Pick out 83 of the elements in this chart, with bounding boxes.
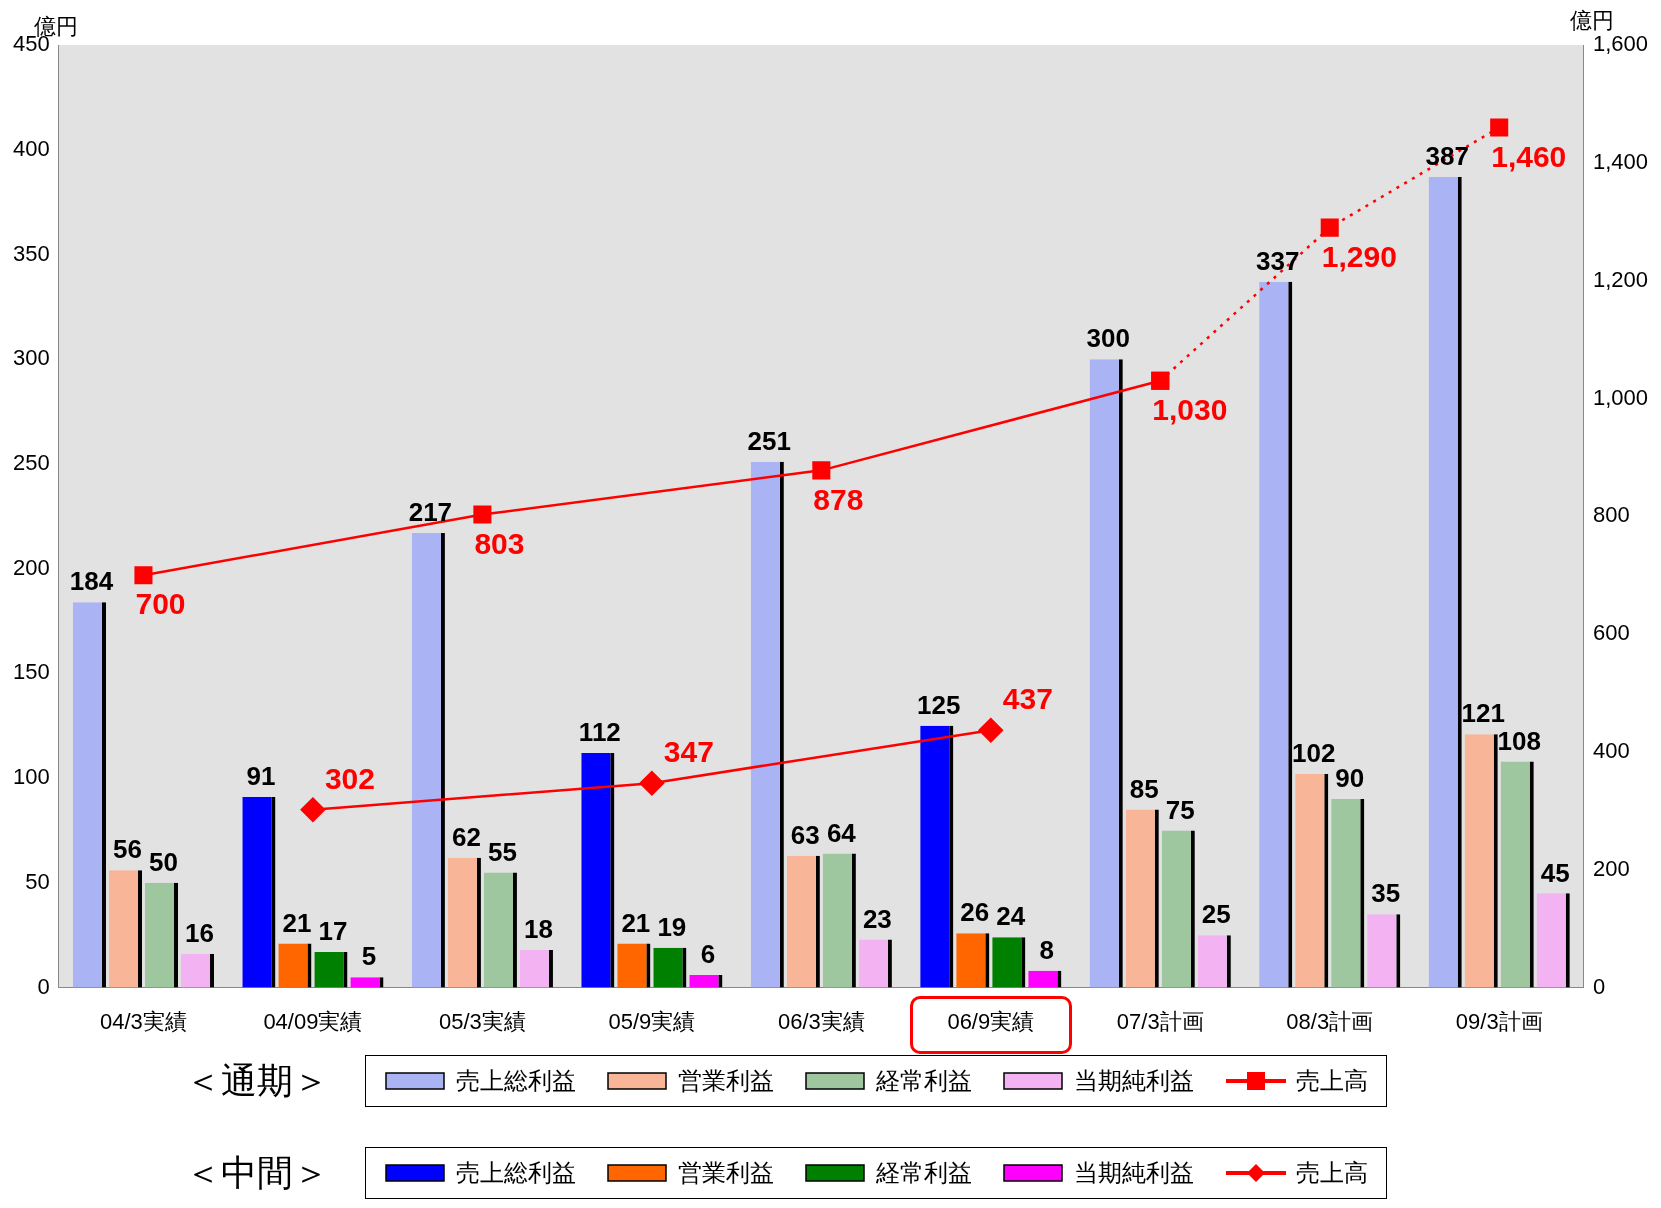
data-label: 23 xyxy=(862,903,892,934)
data-label: 217 xyxy=(408,497,453,528)
data-label: 878 xyxy=(813,482,864,516)
data-label: 24 xyxy=(996,901,1026,932)
y2-tick-label: 0 xyxy=(1592,973,1606,999)
data-label: 21 xyxy=(282,907,312,938)
data-label: 1,030 xyxy=(1152,393,1228,427)
data-label: 337 xyxy=(1256,245,1300,276)
x-tick-label: 07/3計画 xyxy=(1116,1008,1204,1034)
data-label: 6 xyxy=(700,939,716,970)
legend-label: 営業利益 xyxy=(678,1158,774,1189)
data-label: 387 xyxy=(1425,141,1469,172)
x-tick-label: 05/9実績 xyxy=(608,1008,696,1034)
data-label: 25 xyxy=(1201,899,1231,930)
data-label: 302 xyxy=(324,761,375,795)
legend-label: 売上高 xyxy=(1296,1158,1368,1189)
text: ＜中間＞ xyxy=(185,1151,329,1195)
data-label: 75 xyxy=(1165,794,1195,825)
y-tick-label: 50 xyxy=(25,868,50,894)
data-label: 300 xyxy=(1086,323,1130,354)
data-label: 63 xyxy=(790,819,820,850)
y-tick-label: 0 xyxy=(37,973,50,999)
data-label: 62 xyxy=(451,821,481,852)
data-label: 16 xyxy=(185,918,214,949)
y-tick-label: 100 xyxy=(12,764,50,790)
legend-label: 当期純利益 xyxy=(1074,1158,1194,1189)
y2-tick-label: 600 xyxy=(1592,620,1630,646)
data-label: 803 xyxy=(474,526,525,560)
data-label: 347 xyxy=(663,735,714,769)
y-tick-label: 300 xyxy=(12,345,50,371)
y2-tick-label: 1,400 xyxy=(1592,148,1649,174)
data-label: 64 xyxy=(826,817,857,848)
data-label: 184 xyxy=(69,566,114,597)
y-tick-label: 400 xyxy=(12,135,50,161)
data-label: 21 xyxy=(621,907,651,938)
data-label: 437 xyxy=(1002,682,1053,716)
y2-tick-label: 1,000 xyxy=(1592,384,1649,410)
data-label: 50 xyxy=(148,847,178,878)
data-label: 125 xyxy=(917,689,961,720)
data-label: 251 xyxy=(747,426,791,457)
legend-label: 売上総利益 xyxy=(456,1158,576,1189)
data-label: 45 xyxy=(1540,857,1570,888)
x-tick-label: 04/09実績 xyxy=(263,1008,363,1034)
x-tick-label: 05/3実績 xyxy=(438,1008,526,1034)
y-tick-label: 200 xyxy=(12,554,50,580)
legend-label: 当期純利益 xyxy=(1074,1066,1194,1097)
data-label: 1,290 xyxy=(1321,239,1397,273)
data-label: 17 xyxy=(318,916,348,947)
y2-tick-label: 800 xyxy=(1592,502,1630,528)
x-tick-label: 06/9実績 xyxy=(947,1008,1035,1034)
y2-tick-label: 400 xyxy=(1592,738,1630,764)
legend-label: 売上高 xyxy=(1296,1066,1368,1097)
x-tick-label: 04/3実績 xyxy=(100,1008,187,1034)
data-label: 8 xyxy=(1039,935,1055,966)
data-label: 112 xyxy=(578,717,621,748)
y2-tick-label: 1,200 xyxy=(1592,266,1649,292)
data-label: 85 xyxy=(1129,773,1159,804)
data-label: 19 xyxy=(657,911,687,942)
data-label: 5 xyxy=(361,941,377,972)
y-tick-label: 150 xyxy=(12,659,50,685)
legend-label: 経常利益 xyxy=(876,1158,972,1189)
text: ＜通期＞ xyxy=(185,1059,329,1103)
data-label: 1,460 xyxy=(1491,139,1567,173)
data-label: 26 xyxy=(960,897,990,928)
y2-tick-label: 200 xyxy=(1592,855,1630,881)
y2-axis-title: 億円 xyxy=(1569,7,1614,33)
x-tick-label: 06/3実績 xyxy=(777,1008,865,1034)
data-label: 35 xyxy=(1371,878,1401,909)
data-label: 18 xyxy=(523,914,553,945)
legend-label: 経常利益 xyxy=(876,1066,972,1097)
data-label: 90 xyxy=(1335,763,1365,794)
legend-label: 営業利益 xyxy=(678,1066,774,1097)
data-label: 700 xyxy=(135,587,186,621)
y-tick-label: 350 xyxy=(12,240,50,266)
data-label: 91 xyxy=(246,761,276,792)
y2-tick-label: 1,600 xyxy=(1592,31,1649,57)
x-tick-label: 09/3計画 xyxy=(1455,1008,1543,1034)
x-tick-label: 08/3計画 xyxy=(1286,1008,1374,1034)
data-label: 55 xyxy=(487,836,517,867)
data-label: 102 xyxy=(1292,738,1336,769)
data-label: 56 xyxy=(112,834,142,865)
legend-label: 売上総利益 xyxy=(456,1066,576,1097)
y-tick-label: 250 xyxy=(12,450,50,475)
